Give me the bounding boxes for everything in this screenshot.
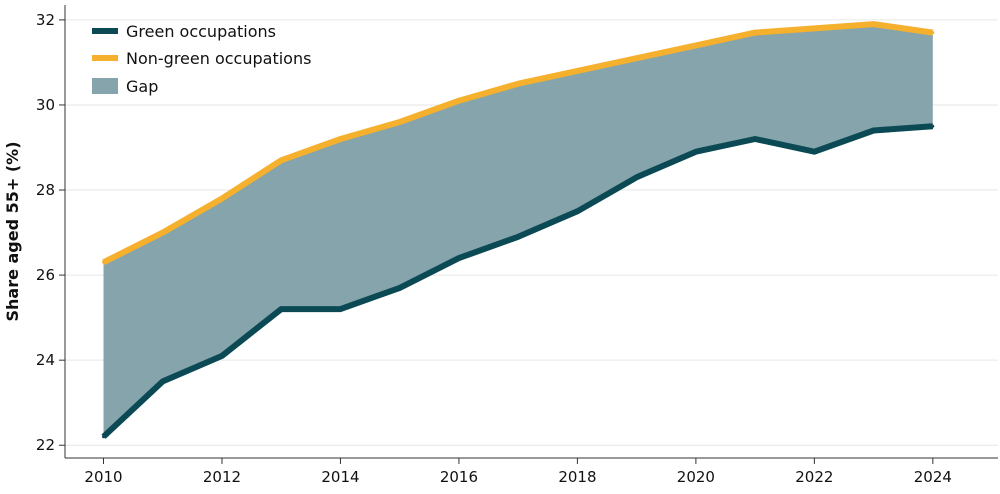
point-non-green-occupations-2021 <box>753 31 757 35</box>
point-green-occupations-2013 <box>279 307 283 311</box>
point-non-green-occupations-2015 <box>398 120 402 124</box>
x-tick-label-2012: 2012 <box>203 468 241 486</box>
point-non-green-occupations-2017 <box>516 82 520 86</box>
legend-swatch-gap <box>92 78 118 94</box>
point-non-green-occupations-2014 <box>339 137 342 141</box>
point-green-occupations-2012 <box>220 354 224 358</box>
point-non-green-occupations-2023 <box>872 22 876 26</box>
point-green-occupations-2020 <box>694 150 698 154</box>
y-tick-label-26: 26 <box>36 266 55 284</box>
point-non-green-occupations-2016 <box>457 99 461 103</box>
x-tick-label-2018: 2018 <box>558 468 596 486</box>
legend-swatch-green-occupations <box>92 28 118 34</box>
point-green-occupations-2017 <box>516 235 520 239</box>
legend: Green occupations Non-green occupations … <box>92 22 311 96</box>
y-tick-label-30: 30 <box>36 96 55 114</box>
x-tick-label-2020: 2020 <box>677 468 715 486</box>
point-green-occupations-2018 <box>575 209 579 213</box>
point-green-occupations-2010 <box>102 435 105 439</box>
point-non-green-occupations-2020 <box>694 43 698 47</box>
point-green-occupations-2022 <box>812 150 816 154</box>
legend-label-gap: Gap <box>126 77 158 96</box>
point-non-green-occupations-2010 <box>102 260 105 264</box>
point-green-occupations-2016 <box>457 256 461 260</box>
y-tick-label-22: 22 <box>36 436 55 454</box>
gap-area <box>103 24 933 437</box>
y-tick-label-32: 32 <box>36 11 55 29</box>
y-axis-title: Share aged 55+ (%) <box>3 141 22 321</box>
y-tick-label-24: 24 <box>36 351 55 369</box>
series-lines <box>101 21 935 439</box>
point-non-green-occupations-2011 <box>161 231 165 235</box>
point-non-green-occupations-2022 <box>812 26 816 30</box>
point-non-green-occupations-2018 <box>575 69 579 73</box>
legend-label-green-occupations: Green occupations <box>126 22 276 41</box>
x-tick-label-2024: 2024 <box>914 468 952 486</box>
legend-label-non-green-occupations: Non-green occupations <box>126 49 311 68</box>
point-non-green-occupations-2019 <box>635 56 639 60</box>
x-tick-label-2010: 2010 <box>84 468 122 486</box>
point-green-occupations-2024 <box>931 124 935 128</box>
point-green-occupations-2015 <box>398 286 402 290</box>
axes: 22 24 26 28 30 32 2010 2012 2014 2016 2018 2020 2022… <box>36 5 998 486</box>
point-green-occupations-2023 <box>872 129 876 132</box>
point-non-green-occupations-2013 <box>279 158 283 162</box>
point-green-occupations-2011 <box>161 379 165 383</box>
x-tick-label-2014: 2014 <box>321 468 359 486</box>
point-green-occupations-2021 <box>753 137 757 141</box>
x-tick-label-2022: 2022 <box>795 468 833 486</box>
y-tick-label-28: 28 <box>36 181 55 199</box>
point-green-occupations-2014 <box>339 307 342 311</box>
point-green-occupations-2019 <box>635 175 639 179</box>
gap-area-layer <box>103 24 933 437</box>
legend-swatch-non-green-occupations <box>92 55 118 61</box>
point-non-green-occupations-2024 <box>931 31 935 35</box>
point-non-green-occupations-2012 <box>220 197 224 200</box>
x-tick-label-2016: 2016 <box>440 468 478 486</box>
